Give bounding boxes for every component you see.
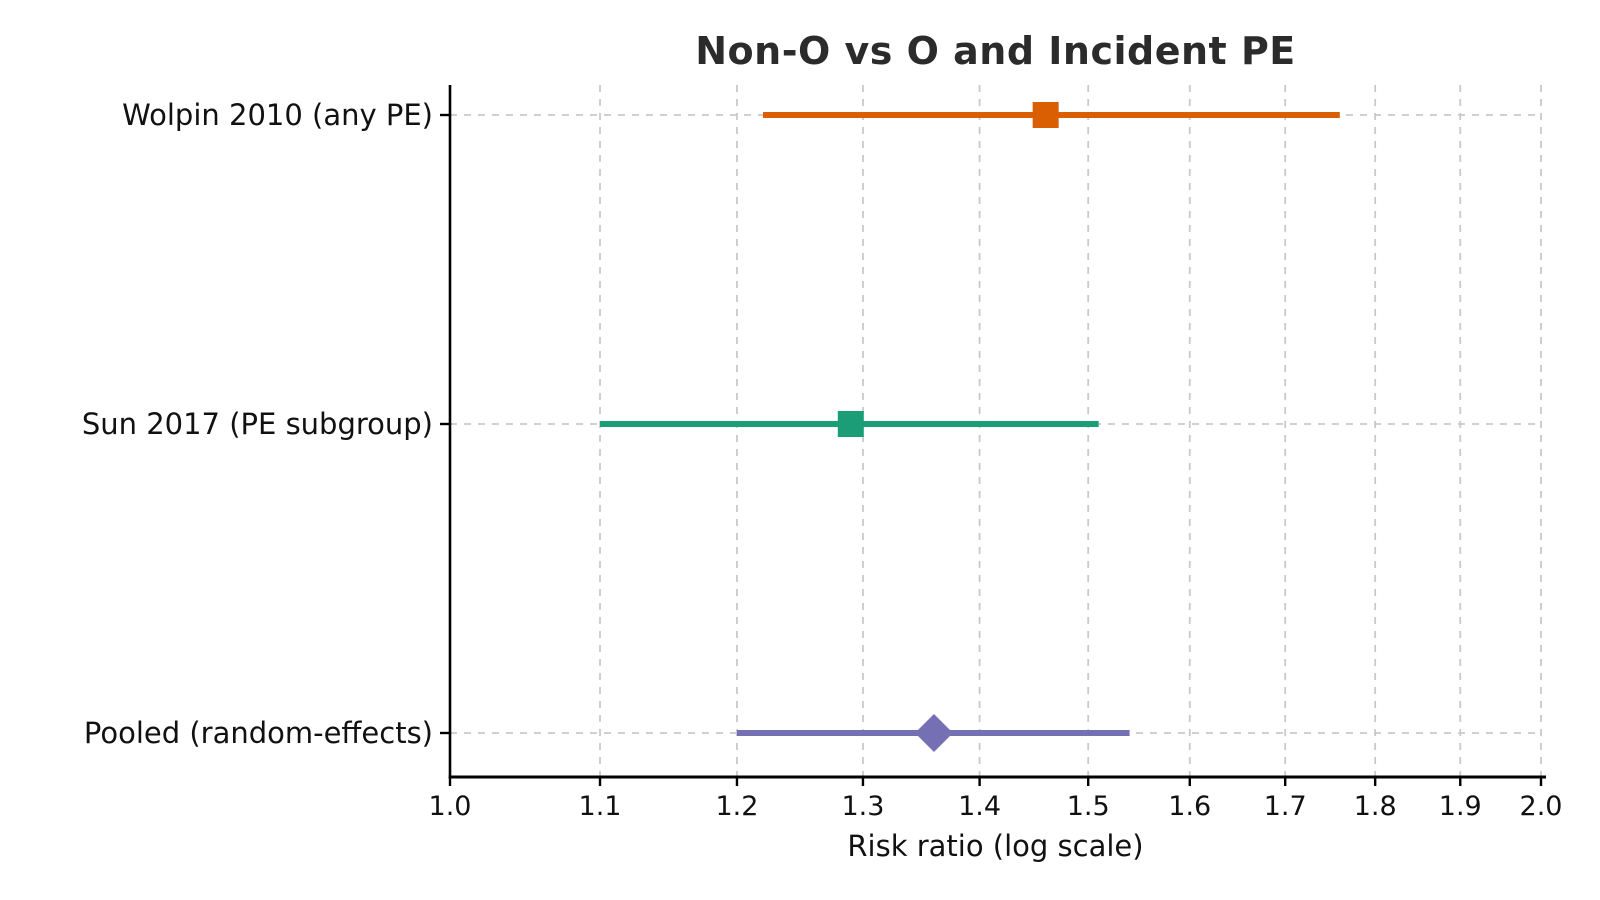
x-tick-label: 1.2 (715, 791, 758, 822)
x-tick-label: 1.6 (1168, 791, 1211, 822)
x-tick-label: 1.3 (841, 791, 884, 822)
chart-title: Non-O vs O and Incident PE (695, 29, 1296, 73)
row-label: Sun 2017 (PE subgroup) (82, 407, 433, 441)
x-tick-label: 1.1 (579, 791, 622, 822)
point-marker-diamond (914, 714, 953, 752)
point-marker-square (837, 411, 864, 437)
x-tick-label: 1.0 (429, 791, 472, 822)
point-marker-square (1032, 102, 1059, 128)
x-tick-label: 1.4 (958, 791, 1001, 822)
row-label: Wolpin 2010 (any PE) (122, 98, 433, 132)
row-label: Pooled (random-effects) (84, 716, 433, 750)
x-tick-label: 1.8 (1354, 791, 1397, 822)
x-tick-label: 1.9 (1439, 791, 1482, 822)
x-tick-label: 1.5 (1067, 791, 1110, 822)
x-tick-label: 1.7 (1264, 791, 1307, 822)
x-axis-label: Risk ratio (log scale) (847, 829, 1144, 863)
x-tick-label: 2.0 (1520, 791, 1563, 822)
